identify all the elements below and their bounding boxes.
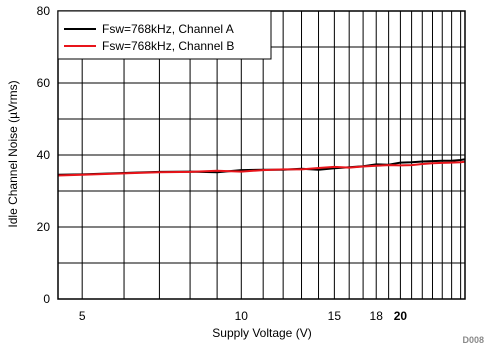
legend-label-channel-a: Fsw=768kHz, Channel A [102, 22, 234, 36]
x-tick-label: 20 [394, 309, 408, 323]
x-tick-label: 5 [79, 309, 86, 323]
figure-code: D008 [462, 335, 484, 345]
legend-box [57, 10, 272, 60]
x-tick-labels: 5 10 15 18 20 [79, 309, 408, 323]
x-tick-label: 15 [328, 309, 342, 323]
x-tick-label: 18 [370, 309, 384, 323]
x-tick-label: 10 [235, 309, 249, 323]
y-tick-label: 40 [37, 148, 51, 162]
y-tick-label: 60 [37, 76, 51, 90]
legend: Fsw=768kHz, Channel A Fsw=768kHz, Channe… [57, 10, 272, 60]
y-axis-title: Idle Channel Noise (µVrms) [6, 80, 20, 227]
series-lines [57, 158, 466, 177]
legend-label-channel-b: Fsw=768kHz, Channel B [102, 39, 234, 53]
y-tick-label: 20 [37, 220, 51, 234]
y-tick-label: 0 [43, 292, 50, 306]
y-tick-labels: 0 20 40 60 80 [37, 4, 51, 306]
x-axis-title: Supply Voltage (V) [212, 326, 311, 340]
series-line-channel-b [57, 160, 466, 177]
y-tick-label: 80 [37, 4, 51, 18]
series-line-channel-a [57, 158, 466, 176]
